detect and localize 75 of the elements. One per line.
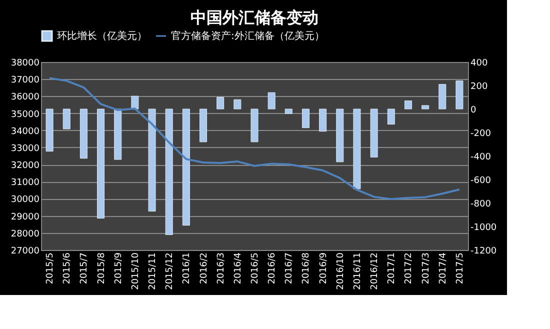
y2-tick-label: 400	[470, 58, 488, 68]
x-tick-label: 2016/11	[352, 252, 363, 290]
x-tick-label: 2016/8	[302, 252, 312, 284]
x-tick-label: 2015/9	[114, 252, 124, 284]
y2-tick-label: -1200	[470, 246, 497, 256]
bar	[165, 108, 173, 235]
bar	[387, 108, 395, 125]
legend-label: 环比增长（亿美元）	[57, 30, 147, 42]
x-tick-label: 2016/2	[199, 252, 210, 284]
bar	[370, 108, 378, 158]
line-series	[48, 77, 460, 200]
bar	[234, 99, 242, 110]
x-tick-label: 2015/5	[46, 252, 56, 284]
bar	[404, 100, 412, 110]
x-tick-label: 2015/6	[62, 252, 73, 284]
x-tick-label: 2017/1	[387, 252, 398, 284]
x-tick-label: 2015/10	[130, 252, 141, 290]
bar	[200, 108, 208, 142]
x-tick-label: 2016/1	[182, 252, 192, 284]
x-tick-label: 2016/7	[284, 252, 295, 284]
x-tick-label: 2017/4	[438, 252, 448, 284]
y-tick-label: 37000	[10, 76, 40, 86]
bar	[62, 108, 70, 130]
y-tick-label: 28000	[10, 229, 40, 240]
x-tick-label: 2016/10	[336, 252, 346, 290]
bar	[131, 96, 139, 110]
x-tick-label: 2016/3	[216, 252, 226, 284]
x-tick-label: 2015/8	[96, 252, 107, 284]
bar	[148, 108, 156, 212]
y2-tick-label: -800	[470, 200, 492, 210]
bar	[422, 105, 430, 110]
y-tick-label: 36000	[10, 92, 40, 103]
x-tick-label: 2016/4	[233, 252, 244, 284]
y2-tick-label: -600	[470, 176, 492, 186]
bar	[268, 92, 276, 110]
y-tick-label: 29000	[10, 212, 40, 222]
bar	[456, 80, 464, 110]
x-tick-label: 2016/9	[318, 252, 329, 284]
bar	[114, 108, 122, 160]
x-tick-label: 2015/7	[80, 252, 90, 284]
bar	[216, 97, 224, 110]
x-tick-label: 2017/3	[421, 252, 432, 284]
y-tick-label: 35000	[10, 110, 40, 120]
y-tick-label: 34000	[10, 126, 40, 137]
y-tick-label: 27000	[10, 246, 40, 256]
bar	[284, 108, 292, 114]
x-tick-label: 2016/12	[370, 252, 380, 290]
bar	[182, 108, 190, 226]
y2-tick-label: -1000	[470, 223, 497, 233]
x-tick-label: 2016/5	[250, 252, 260, 284]
y-tick-label: 32000	[10, 161, 40, 172]
chart-title: 中国外汇储备变动	[190, 8, 318, 27]
x-tick-label: 2015/11	[148, 252, 158, 290]
legend-label: 官方储备资产:外汇储备（亿美元）	[171, 30, 324, 42]
y2-tick-label: 200	[470, 82, 488, 92]
bar	[353, 108, 361, 190]
y2-tick-label: -400	[470, 152, 492, 162]
bar	[46, 108, 54, 152]
y-tick-label: 33000	[10, 144, 40, 154]
x-tick-label: 2017/5	[455, 252, 466, 284]
bar	[438, 84, 446, 110]
bar	[319, 108, 327, 132]
y-tick-label: 30000	[10, 195, 40, 206]
x-tick-label: 2015/12	[165, 252, 176, 290]
x-tick-label: 2016/6	[268, 252, 278, 284]
y-tick-label: 31000	[10, 178, 40, 188]
x-tick-label: 2017/2	[404, 252, 414, 284]
bar	[80, 108, 88, 159]
y2-tick-label: -200	[470, 129, 492, 139]
y2-tick-label: 0	[470, 106, 476, 116]
y-tick-label: 38000	[10, 58, 40, 68]
bar	[97, 108, 105, 219]
bar	[302, 108, 310, 128]
bar	[336, 108, 344, 162]
bar	[250, 108, 258, 142]
